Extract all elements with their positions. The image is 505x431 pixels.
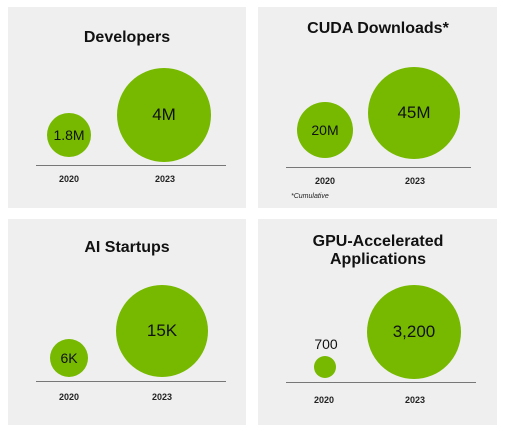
gpu-accelerated-applications-panel: GPU-Accelerated Applications 700 3,200 2… — [258, 219, 497, 425]
data-label-2020: 20M — [311, 122, 339, 138]
data-label-2023: 3,200 — [392, 322, 436, 341]
data-label-2023: 4M — [152, 105, 176, 124]
developers-panel: Developers 1.8M 4M 2020 2023 — [8, 7, 246, 208]
ai-startups-panel: AI Startups 6K 15K 2020 2023 — [8, 219, 246, 425]
baseline — [286, 167, 471, 168]
bubble-2023: 45M — [368, 67, 460, 159]
bubble-2023: 3,200 — [367, 285, 461, 379]
chart-title: Developers — [83, 29, 171, 46]
footnote: *Cumulative — [291, 193, 329, 200]
x-tick-2020: 2020 — [313, 395, 335, 405]
data-label-2023: 15K — [146, 321, 178, 340]
x-tick-2020: 2020 — [314, 176, 336, 186]
bubble-2020 — [314, 356, 336, 378]
baseline — [286, 382, 476, 383]
x-tick-2023: 2023 — [404, 395, 426, 405]
x-tick-2023: 2023 — [151, 392, 173, 402]
chart-title: GPU-Accelerated Applications — [312, 233, 444, 268]
baseline — [36, 165, 226, 166]
x-tick-2023: 2023 — [154, 174, 176, 184]
data-label-2020: 6K — [60, 350, 78, 366]
bubble-2023: 4M — [117, 68, 211, 162]
chart-title: AI Startups — [84, 239, 170, 256]
bubble-2023: 15K — [116, 285, 208, 377]
cuda-downloads-panel: CUDA Downloads* 20M 45M 2020 2023 *Cumul… — [258, 7, 497, 208]
data-label-2020: 700 — [314, 336, 338, 352]
x-tick-2020: 2020 — [58, 392, 80, 402]
data-label-2020: 1.8M — [53, 127, 85, 143]
bubble-2020: 20M — [297, 102, 353, 158]
x-tick-2020: 2020 — [58, 174, 80, 184]
x-tick-2023: 2023 — [404, 176, 426, 186]
bubble-2020: 6K — [50, 339, 88, 377]
chart-title: CUDA Downloads* — [307, 20, 449, 37]
data-label-2023: 45M — [397, 103, 431, 122]
baseline — [36, 381, 226, 382]
bubble-2020: 1.8M — [47, 113, 91, 157]
